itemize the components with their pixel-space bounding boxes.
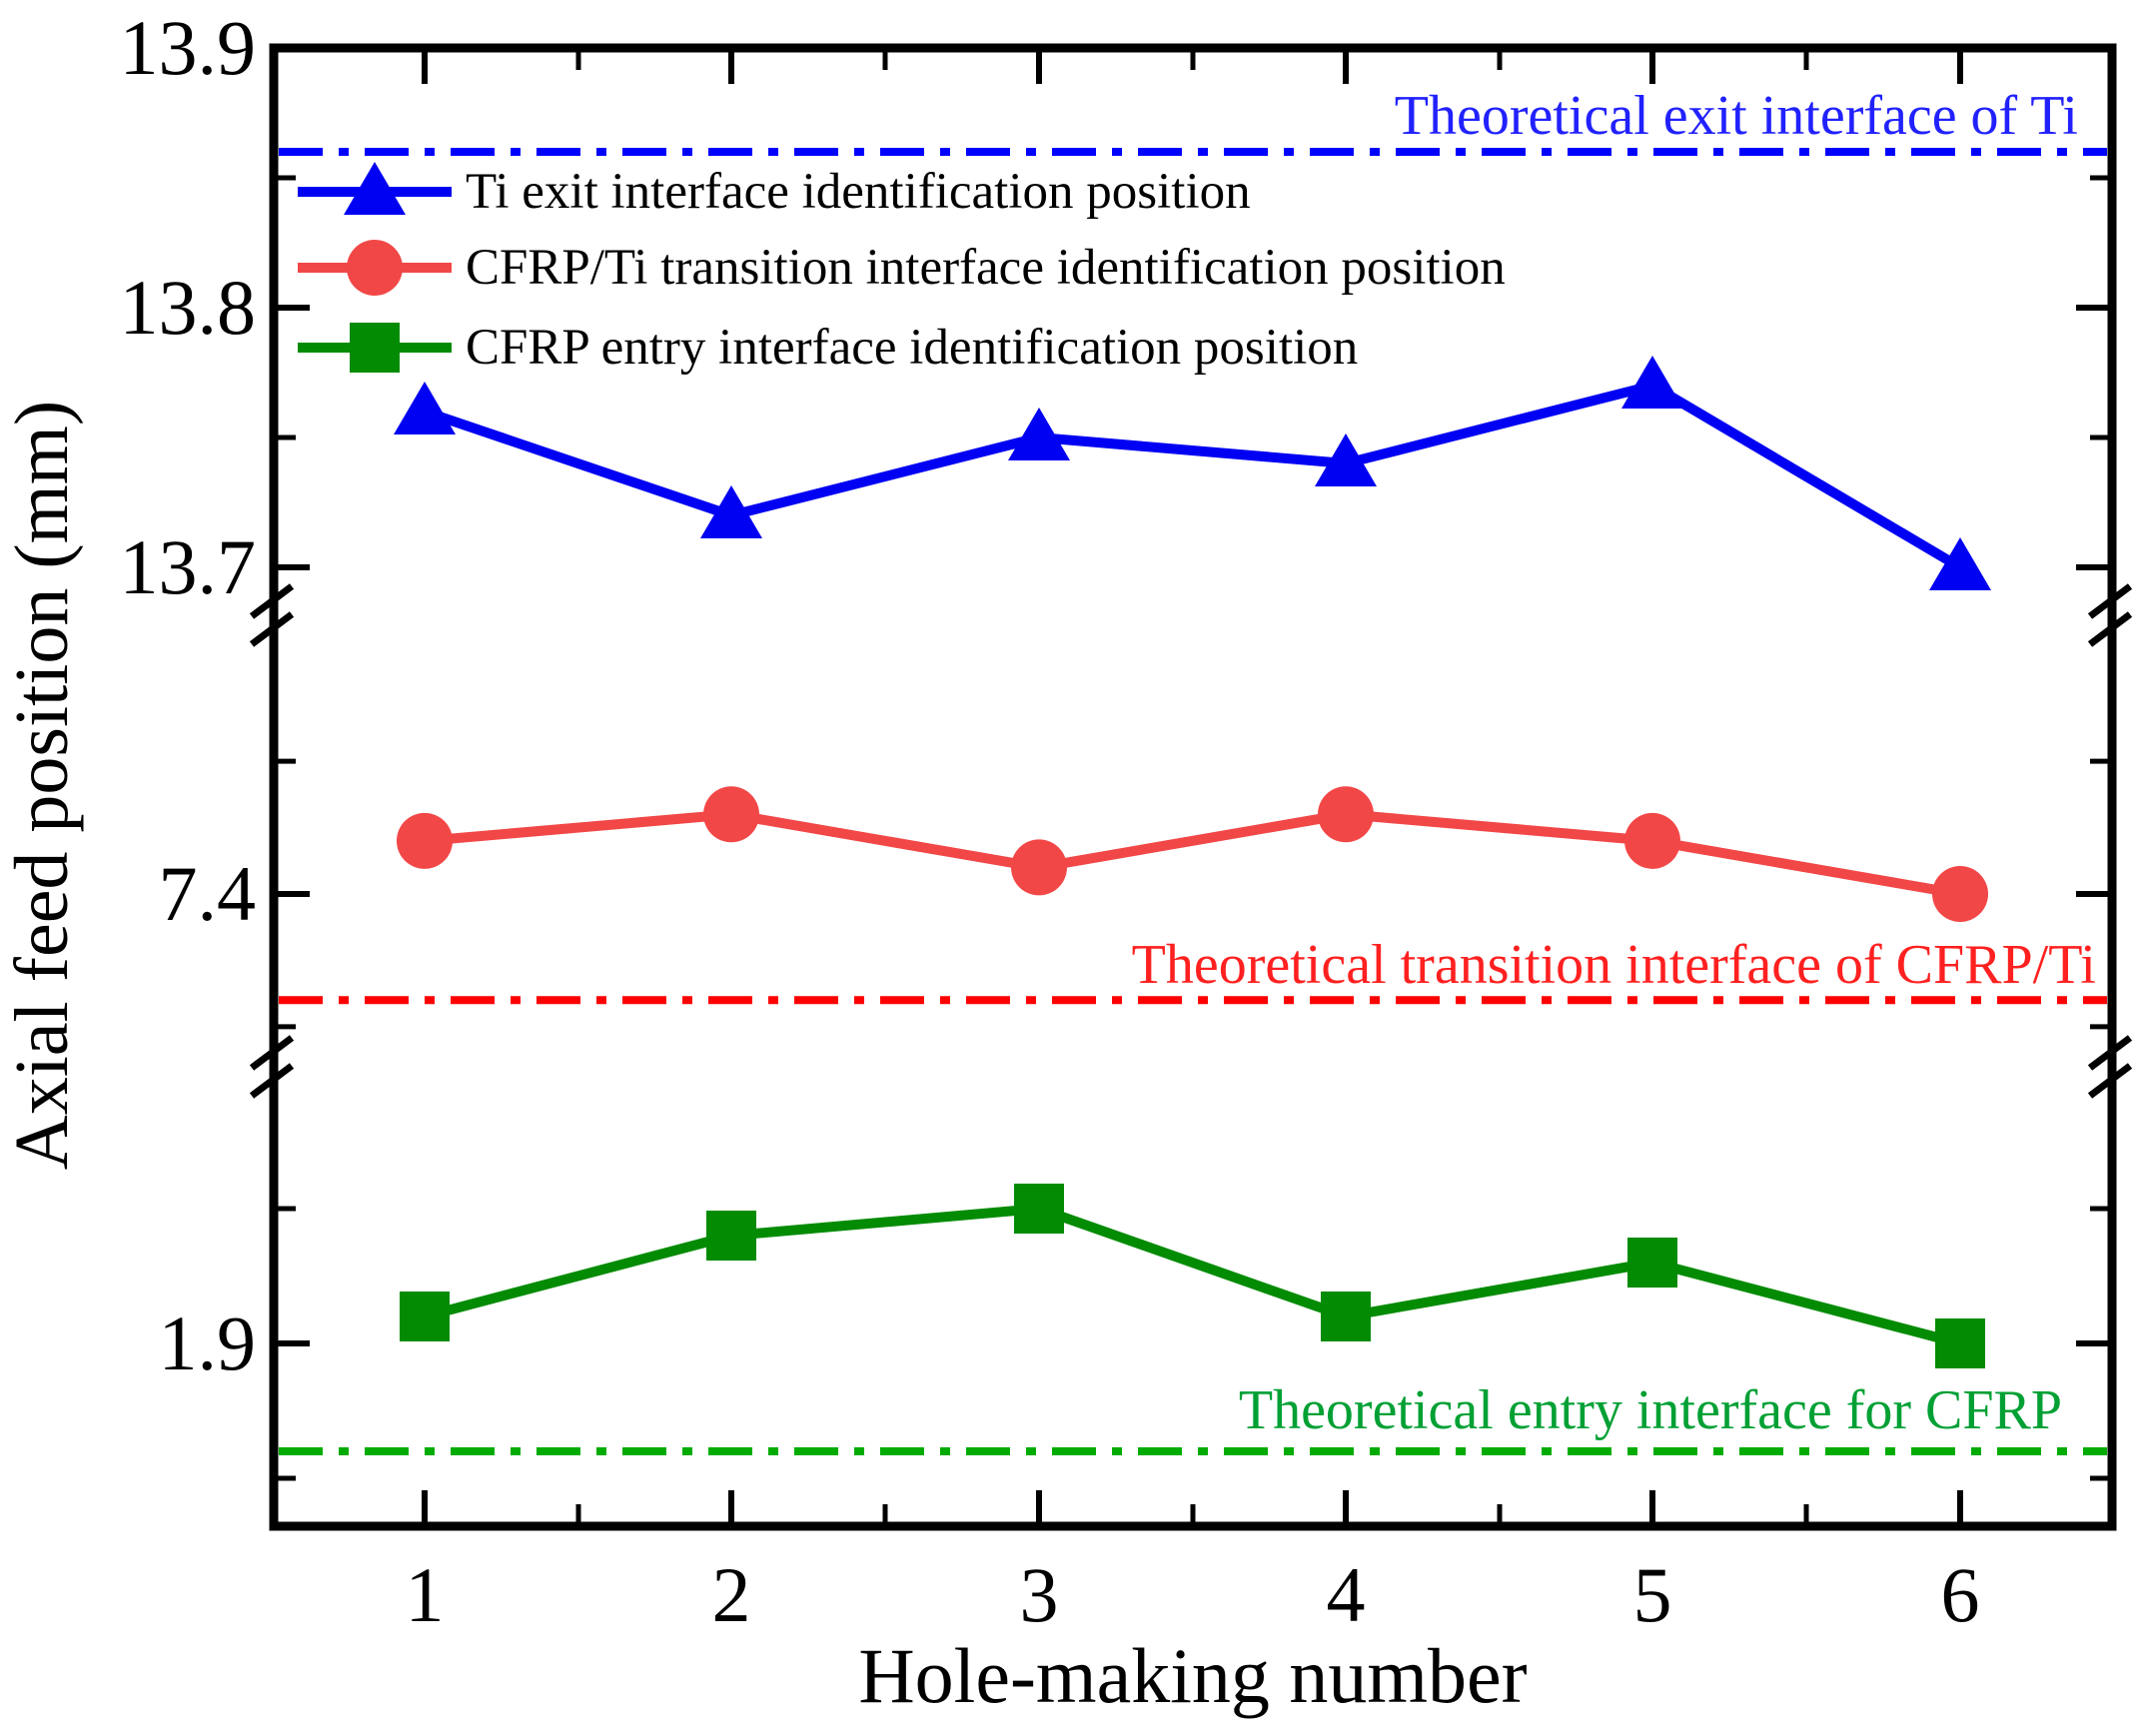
axis-break-mark: [2087, 1035, 2133, 1071]
data-point-triangle: [1008, 408, 1070, 460]
legend-marker-square: [350, 323, 400, 373]
data-point-square: [400, 1292, 450, 1341]
annotation-theoretical-ti-exit: Theoretical exit interface of Ti: [1394, 85, 2078, 147]
axis-break-mark: [2087, 611, 2133, 647]
data-point-triangle: [394, 382, 456, 434]
x-tick-label: 6: [1940, 1551, 1980, 1638]
data-point-circle: [397, 812, 453, 869]
axis-break-mark: [249, 1063, 295, 1099]
data-point-square: [1935, 1318, 1985, 1368]
data-point-triangle: [700, 485, 762, 538]
y-tick-label: 13.7: [119, 523, 257, 610]
x-tick-label: 2: [711, 1551, 751, 1638]
annotation-theoretical-cfrp-entry: Theoretical entry interface for CFRP: [1238, 1379, 2062, 1441]
x-tick-label: 3: [1019, 1551, 1059, 1638]
data-point-triangle: [1929, 537, 1991, 590]
axis-break-mark: [2087, 583, 2133, 619]
data-point-circle: [1932, 866, 1988, 922]
legend-item-ti-exit: Ti exit interface identification positio…: [466, 164, 1251, 220]
data-point-triangle: [1315, 434, 1377, 486]
legend-marker-triangle: [344, 162, 406, 215]
x-axis-title: Hole-making number: [858, 1632, 1528, 1719]
series-line: [424, 809, 1961, 899]
data-point-circle: [1624, 812, 1680, 869]
y-tick-label: 13.9: [119, 4, 257, 91]
x-tick-label: 1: [405, 1551, 445, 1638]
legend-item-cfrp-ti: CFRP/Ti transition interface identificat…: [466, 240, 1506, 296]
data-point-circle: [703, 786, 759, 843]
axis-break-mark: [2087, 1063, 2133, 1099]
axis-break-mark: [249, 611, 295, 647]
data-point-square: [1627, 1238, 1677, 1288]
annotation-theoretical-cfrp-ti-transition: Theoretical transition interface of CFRP…: [1131, 934, 2096, 996]
data-point-square: [1321, 1292, 1371, 1341]
x-tick-label: 5: [1632, 1551, 1672, 1638]
series-line: [423, 1203, 1962, 1348]
y-tick-label: 1.9: [158, 1300, 257, 1386]
data-point-circle: [1011, 839, 1067, 896]
legend-item-cfrp-entry: CFRP entry interface identification posi…: [466, 320, 1359, 376]
y-tick-label: 13.8: [119, 264, 257, 351]
axis-break-mark: [249, 1035, 295, 1071]
data-point-square: [1014, 1184, 1064, 1234]
data-point-triangle: [1621, 356, 1683, 409]
axis-break-mark: [249, 583, 295, 619]
y-axis-title: Axial feed position (mm): [0, 400, 84, 1171]
data-point-circle: [1318, 786, 1374, 843]
x-tick-label: 4: [1326, 1551, 1366, 1638]
plot-border: [269, 43, 2117, 1531]
series-line: [423, 380, 1963, 572]
data-point-square: [706, 1211, 756, 1261]
y-tick-label: 7.4: [158, 850, 257, 937]
legend-marker-circle: [347, 240, 403, 296]
